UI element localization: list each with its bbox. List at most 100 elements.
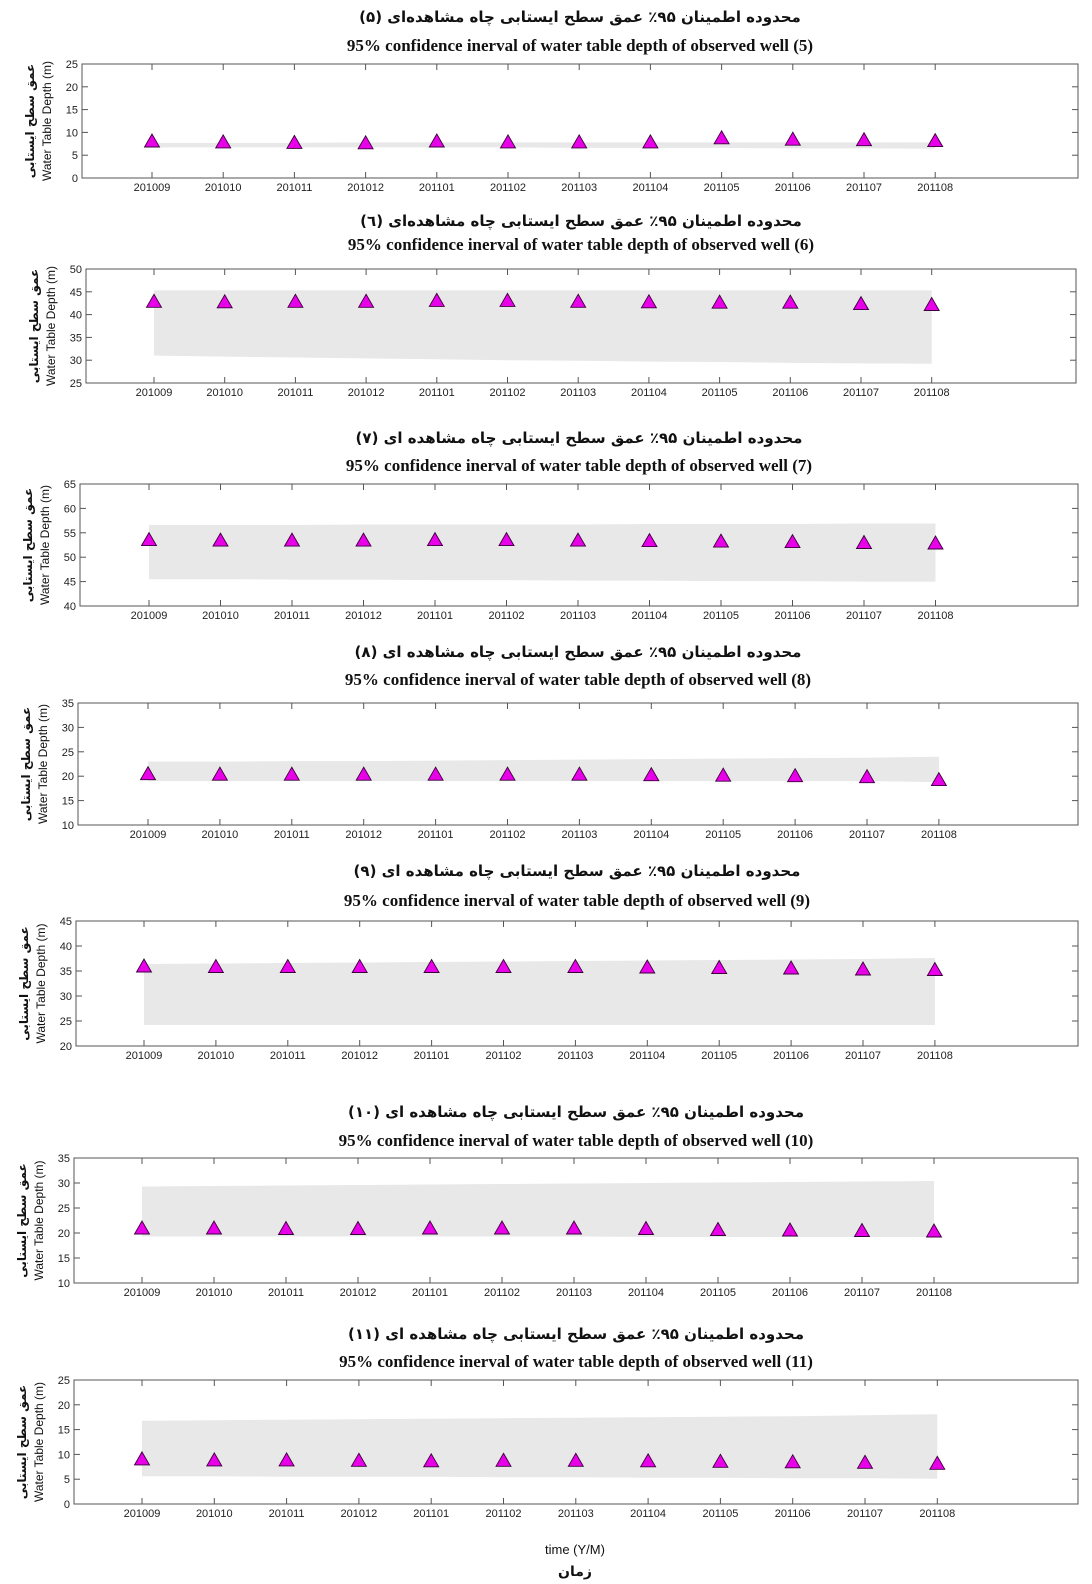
data-point bbox=[287, 293, 304, 308]
data-point bbox=[711, 294, 728, 309]
chart-title: 95% confidence inerval of water table de… bbox=[339, 1131, 814, 1150]
y-tick-label: 45 bbox=[60, 916, 72, 928]
y-tick-label: 25 bbox=[62, 747, 74, 759]
y-tick-label: 20 bbox=[62, 771, 74, 783]
y-tick-label: 35 bbox=[70, 332, 82, 344]
x-tick-label: 201103 bbox=[561, 182, 597, 194]
chart-title: 95% confidence inerval of water table de… bbox=[346, 456, 812, 475]
data-point bbox=[926, 961, 944, 976]
data-point bbox=[427, 766, 444, 781]
y-axis-label-fa: عمق سطح ایستابی bbox=[21, 488, 35, 602]
data-point bbox=[782, 960, 800, 975]
y-tick-label: 60 bbox=[64, 503, 76, 515]
chart-title: 95% confidence inerval of water table de… bbox=[345, 670, 811, 689]
y-axis-label-fa: عمق سطح ایستابی bbox=[17, 926, 31, 1040]
data-point bbox=[214, 133, 232, 149]
data-point bbox=[639, 1452, 657, 1468]
y-tick-label: 40 bbox=[60, 941, 72, 953]
x-tick-label: 201102 bbox=[484, 1287, 520, 1299]
data-point bbox=[854, 961, 872, 976]
x-tick-label: 201108 bbox=[918, 610, 954, 622]
x-tick-label: 201106 bbox=[772, 1287, 808, 1299]
chart-panel-4: محدوده اطمینان ۹۵٪ عمق سطح ایستابی چاه م… bbox=[19, 643, 1079, 841]
x-tick-label: 201106 bbox=[772, 387, 808, 399]
x-tick-label: 201102 bbox=[486, 1508, 522, 1520]
x-tick-label: 201108 bbox=[921, 829, 957, 841]
chart-title: 95% confidence inerval of water table de… bbox=[344, 891, 810, 910]
data-point bbox=[355, 766, 372, 781]
x-tick-label: 201009 bbox=[136, 387, 173, 399]
data-point bbox=[565, 1220, 583, 1235]
x-tick-label: 201105 bbox=[705, 829, 741, 841]
data-point bbox=[637, 1220, 655, 1235]
x-tick-label: 201108 bbox=[919, 1508, 955, 1520]
x-tick-label: 201104 bbox=[628, 1287, 664, 1299]
y-tick-label: 20 bbox=[58, 1400, 70, 1412]
y-axis-label: Water Table Depth (m) bbox=[44, 266, 58, 386]
x-tick-label: 201103 bbox=[561, 829, 597, 841]
data-point bbox=[135, 958, 153, 973]
x-tick-label: 201101 bbox=[418, 829, 454, 841]
data-point bbox=[853, 1222, 871, 1237]
y-tick-label: 35 bbox=[58, 1153, 70, 1165]
data-point bbox=[570, 133, 588, 149]
x-tick-label: 201107 bbox=[849, 829, 885, 841]
data-point bbox=[428, 292, 446, 307]
y-tick-label: 55 bbox=[64, 528, 76, 540]
x-tick-label: 201107 bbox=[846, 182, 882, 194]
x-tick-label: 201105 bbox=[703, 610, 739, 622]
x-tick-label: 201010 bbox=[205, 182, 242, 194]
x-tick-label: 201010 bbox=[202, 610, 239, 622]
data-point bbox=[713, 129, 730, 145]
x-tick-label: 201012 bbox=[341, 1050, 378, 1062]
data-point bbox=[639, 959, 656, 974]
y-tick-label: 10 bbox=[66, 127, 78, 139]
chart-title: 95% confidence inerval of water table de… bbox=[339, 1352, 813, 1371]
confidence-band bbox=[154, 290, 932, 364]
y-tick-label: 50 bbox=[64, 552, 76, 564]
data-point bbox=[709, 1221, 727, 1236]
y-tick-label: 45 bbox=[64, 577, 76, 589]
x-tick-label: 201103 bbox=[560, 610, 596, 622]
data-point bbox=[782, 294, 799, 309]
data-point bbox=[784, 1453, 801, 1469]
data-point bbox=[856, 1454, 874, 1469]
y-tick-label: 30 bbox=[60, 991, 72, 1003]
x-tick-label: 201012 bbox=[345, 610, 382, 622]
data-point bbox=[216, 293, 233, 309]
y-tick-label: 20 bbox=[58, 1228, 70, 1240]
chart-panel-3: محدوده اطمینان ۹۵٪ عمق سطح ایستابی چاه م… bbox=[21, 429, 1079, 622]
data-point bbox=[495, 1452, 512, 1467]
data-point bbox=[499, 133, 517, 149]
x-tick-label: 201108 bbox=[917, 182, 953, 194]
x-tick-label: 201009 bbox=[134, 182, 171, 194]
data-point bbox=[569, 532, 587, 547]
x-tick-label: 201011 bbox=[277, 387, 313, 399]
x-tick-label: 201011 bbox=[269, 1508, 305, 1520]
confidence-band bbox=[142, 1414, 938, 1479]
x-tick-label: 201103 bbox=[556, 1287, 592, 1299]
data-point bbox=[925, 1223, 943, 1238]
x-axis-label-fa: زمان bbox=[558, 1564, 592, 1580]
data-point bbox=[355, 532, 372, 547]
data-point bbox=[852, 295, 870, 311]
x-tick-label: 201102 bbox=[490, 182, 526, 194]
y-axis-label: Water Table Depth (m) bbox=[32, 1160, 46, 1280]
x-axis-label: time (Y/M) bbox=[545, 1542, 605, 1557]
x-tick-label: 201103 bbox=[557, 1050, 593, 1062]
confidence-band bbox=[152, 142, 936, 149]
x-tick-label: 201009 bbox=[131, 610, 168, 622]
x-tick-label: 201108 bbox=[914, 387, 950, 399]
x-tick-label: 201101 bbox=[419, 182, 455, 194]
x-tick-label: 201105 bbox=[700, 1287, 736, 1299]
x-tick-label: 201101 bbox=[419, 387, 455, 399]
x-tick-label: 201101 bbox=[417, 610, 453, 622]
x-tick-label: 201104 bbox=[632, 610, 668, 622]
y-tick-label: 10 bbox=[58, 1449, 70, 1461]
x-tick-label: 201106 bbox=[775, 1508, 811, 1520]
x-tick-label: 201107 bbox=[846, 610, 882, 622]
y-tick-label: 45 bbox=[70, 287, 82, 299]
data-point bbox=[212, 532, 229, 547]
data-point bbox=[930, 771, 948, 787]
